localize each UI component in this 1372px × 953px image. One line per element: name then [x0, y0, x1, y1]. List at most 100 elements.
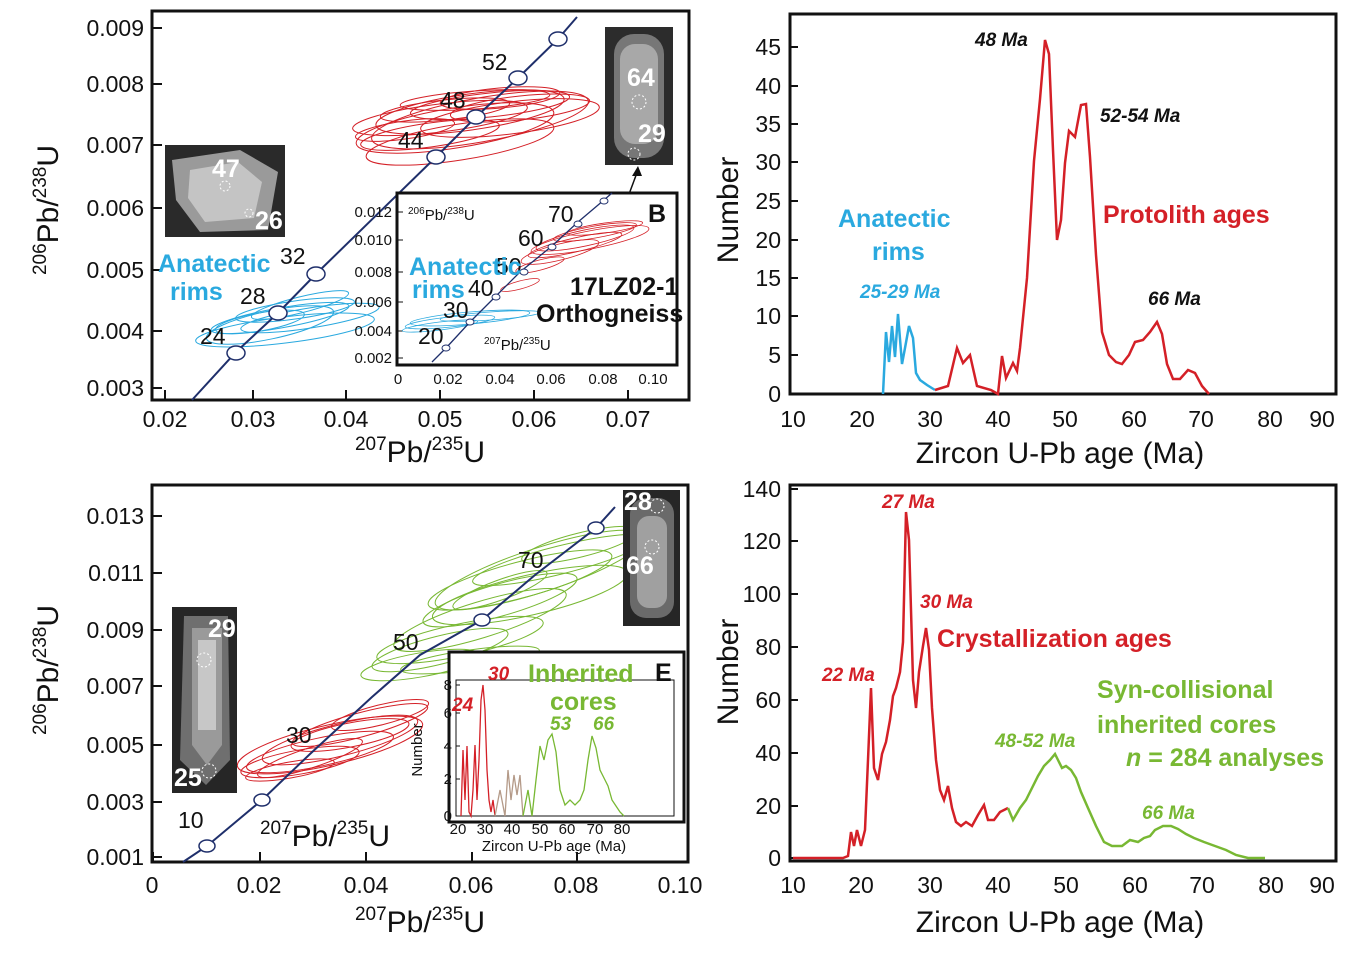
- inset-b-age-60: 60: [518, 225, 544, 251]
- panel-a-red-ellipses: [352, 86, 600, 166]
- inset-b-xtick-3: 0.06: [536, 371, 565, 388]
- inset-b-rims-1: Anatectic: [409, 253, 522, 281]
- panel-d-ann-48: 48-52 Ma: [994, 731, 1076, 752]
- panel-d-ylabel: Number: [712, 619, 745, 726]
- inset-e-ann-30: 30: [488, 664, 510, 685]
- inset-b-ytick-3: 0.006: [354, 294, 392, 311]
- inset-e-tan-line: [494, 769, 524, 817]
- panel-d-label-syn-1: Syn-collisional: [1097, 676, 1273, 704]
- panel-a-age-44: 44: [398, 127, 424, 153]
- inset-e-axes: [455, 679, 675, 817]
- panel-c-grain-spot-28: 28: [624, 488, 652, 516]
- inset-b-xlabel: 207Pb/235U: [484, 336, 551, 354]
- inset-b-xtick-0: 0: [394, 371, 402, 388]
- panel-d-xtick-8: 90: [1309, 872, 1335, 898]
- inset-b-markers: [441, 197, 609, 352]
- inset-e-ytick-2: 4: [444, 738, 452, 755]
- panel-c-ytick-5: 0.003: [86, 789, 144, 815]
- inset-b-age-50: 50: [496, 253, 522, 279]
- panel-d-xtick-3: 40: [985, 872, 1011, 898]
- panel-d-ytick-4: 80: [755, 634, 781, 660]
- panel-a-arrowhead: [632, 166, 642, 176]
- panel-d-ytick-2: 40: [755, 740, 781, 766]
- panel-c-frame: [150, 483, 690, 864]
- inset-b-ytick-5: 0.002: [354, 350, 392, 367]
- panel-d-ann-66: 66 Ma: [1142, 803, 1195, 824]
- inset-e-ytick-1: 2: [444, 771, 452, 788]
- panel-b-xtick-6: 70: [1188, 406, 1214, 432]
- panel-c-xtick-3: 0.06: [449, 872, 494, 898]
- panel-a-ytick-2: 0.007: [86, 132, 144, 158]
- inset-e-label-2: cores: [550, 688, 617, 716]
- panel-b-ytick-9: 45: [755, 34, 781, 60]
- panel-d-ytick-7: 140: [743, 476, 781, 502]
- inset-b-sample: 17LZ02-1: [570, 273, 678, 301]
- panel-d-xtick-0: 10: [780, 872, 806, 898]
- panel-a-frame: [150, 9, 691, 402]
- panel-a-ytick-6: 0.003: [86, 375, 144, 401]
- inset-e-green-line: [522, 732, 625, 817]
- panel-b-ytick-4: 20: [755, 227, 781, 253]
- panel-d-frame: [788, 483, 1338, 863]
- panel-b-xtick-0: 10: [780, 406, 806, 432]
- panel-c-ytick-0: 0.013: [86, 503, 144, 529]
- panel-c-grain-left: 29 25: [172, 607, 237, 793]
- panel-a-ytick-5: 0.004: [86, 318, 144, 344]
- panel-d-xtick-5: 60: [1122, 872, 1148, 898]
- panel-a-y-ticks: [152, 27, 629, 400]
- panel-c-ytick-1: 0.011: [88, 560, 144, 586]
- inset-b-letter: B: [648, 200, 666, 228]
- panel-c-ytick-6: 0.001: [86, 844, 144, 870]
- panel-d-ytick-0: 0: [768, 845, 781, 871]
- panel-c-ytick-3: 0.007: [86, 673, 144, 699]
- panel-a-label-rims-2: rims: [170, 278, 223, 306]
- inset-e-ylabel: Number: [409, 723, 426, 776]
- panel-b-ann-48: 48 Ma: [974, 30, 1028, 51]
- panel-b-blue-line: [881, 313, 936, 395]
- panel-a-age-52: 52: [482, 49, 508, 75]
- panel-c-grain-spot-29: 29: [208, 615, 236, 643]
- panel-d-ann-30: 30 Ma: [920, 592, 973, 613]
- panel-c-age-30: 30: [286, 722, 312, 748]
- panel-a-xtick-4: 0.06: [512, 406, 557, 432]
- panel-c-grain-right: 28 66: [623, 488, 680, 626]
- panel-a-ytick-3: 0.006: [86, 195, 144, 221]
- panel-d-xtick-2: 30: [917, 872, 943, 898]
- panel-b-ylabel: Number: [712, 157, 745, 264]
- panel-a-xtick-5: 0.07: [606, 406, 651, 432]
- panel-c-age-50: 50: [393, 629, 419, 655]
- inset-e-label-1: Inherited: [528, 660, 634, 688]
- panel-b: 0 5 10 15 20 25 30 35 40 45 10 20 30 40 …: [712, 12, 1338, 470]
- inset-e-xtick-2: 40: [504, 821, 521, 838]
- panel-b-xtick-2: 30: [917, 406, 943, 432]
- panel-c-xlabel-bottom: 207Pb/235U: [355, 904, 485, 939]
- panel-a-grain-spot-64: 64: [627, 64, 655, 92]
- panel-b-label-protolith: Protolith ages: [1103, 201, 1270, 229]
- panel-c-concordia-markers: [198, 521, 605, 853]
- panel-b-ytick-6: 30: [755, 149, 781, 175]
- panel-b-ann-25: 25-29 Ma: [859, 282, 941, 303]
- inset-b-xtick-2: 0.04: [485, 371, 514, 388]
- panel-a-ylabel: 206Pb/238U: [30, 145, 65, 275]
- panel-c: 0.013 0.011 0.009 0.007 0.005 0.003 0.00…: [30, 483, 702, 939]
- inset-e-ann-24: 24: [451, 695, 474, 716]
- panel-b-xtick-3: 40: [985, 406, 1011, 432]
- inset-e-xtick-1: 30: [477, 821, 494, 838]
- panel-d-ann-27: 27 Ma: [881, 492, 935, 513]
- panel-c-xtick-0: 0: [146, 872, 159, 898]
- panel-a-grain-spot-26: 26: [255, 207, 283, 235]
- inset-e: 0 2 4 6 8 20 30 40 50 60 70 80 Zircon U-…: [409, 650, 686, 855]
- panel-d-label-cryst: Crystallization ages: [937, 625, 1172, 653]
- panel-a-xtick-0: 0.02: [143, 406, 188, 432]
- panel-a: 0.009 0.008 0.007 0.006 0.005 0.004 0.00…: [30, 9, 691, 469]
- panel-a-age-24: 24: [200, 323, 226, 349]
- inset-b-ytick-0: 0.012: [354, 204, 392, 221]
- panel-a-age-28: 28: [240, 283, 266, 309]
- panel-c-xtick-4: 0.08: [554, 872, 599, 898]
- panel-d-ytick-6: 120: [743, 528, 781, 554]
- inset-e-ann-53: 53: [550, 714, 572, 735]
- panel-b-ann-66: 66 Ma: [1148, 289, 1201, 310]
- panel-a-xtick-3: 0.05: [418, 406, 463, 432]
- panel-b-ann-52: 52-54 Ma: [1100, 106, 1181, 127]
- inset-e-letter: E: [655, 659, 672, 687]
